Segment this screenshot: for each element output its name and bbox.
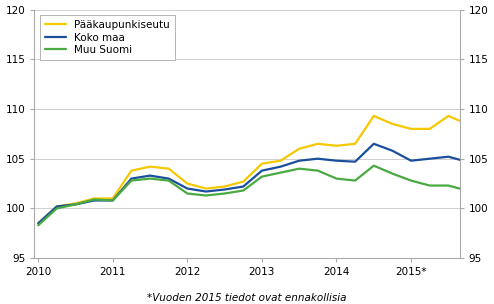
Muu Suomi (371, 164, 377, 168)
Pääkaupunkiseutu (427, 127, 433, 131)
Muu Suomi (464, 189, 470, 192)
Koko maa (446, 155, 452, 159)
Koko maa (54, 205, 60, 208)
Legend: Pääkaupunkiseutu, Koko maa, Muu Suomi: Pääkaupunkiseutu, Koko maa, Muu Suomi (40, 15, 175, 60)
Koko maa (296, 159, 302, 163)
Pääkaupunkiseutu (408, 127, 414, 131)
Muu Suomi (222, 192, 228, 195)
Koko maa (259, 169, 265, 172)
Pääkaupunkiseutu (240, 180, 246, 183)
Pääkaupunkiseutu (483, 130, 489, 134)
Muu Suomi (73, 203, 79, 206)
Pääkaupunkiseutu (278, 159, 284, 163)
Koko maa (371, 142, 377, 146)
Pääkaupunkiseutu (296, 147, 302, 150)
Pääkaupunkiseutu (315, 142, 321, 146)
Pääkaupunkiseutu (389, 122, 395, 126)
Koko maa (352, 160, 358, 164)
Koko maa (128, 177, 134, 180)
Koko maa (408, 159, 414, 163)
Koko maa (91, 199, 97, 202)
Koko maa (464, 160, 470, 164)
Pääkaupunkiseutu (222, 185, 228, 188)
Koko maa (389, 149, 395, 153)
Pääkaupunkiseutu (110, 197, 116, 200)
Text: *Vuoden 2015 tiedot ovat ennakollisia: *Vuoden 2015 tiedot ovat ennakollisia (147, 293, 347, 303)
Koko maa (165, 177, 171, 180)
Pääkaupunkiseutu (371, 114, 377, 118)
Muu Suomi (259, 175, 265, 178)
Muu Suomi (91, 198, 97, 201)
Muu Suomi (203, 194, 209, 197)
Muu Suomi (147, 177, 153, 180)
Line: Koko maa: Koko maa (38, 144, 494, 223)
Muu Suomi (128, 179, 134, 182)
Pääkaupunkiseutu (54, 205, 60, 208)
Koko maa (35, 222, 41, 225)
Muu Suomi (483, 188, 489, 191)
Muu Suomi (446, 184, 452, 187)
Koko maa (73, 203, 79, 206)
Line: Muu Suomi: Muu Suomi (38, 166, 494, 225)
Koko maa (147, 174, 153, 178)
Line: Pääkaupunkiseutu: Pääkaupunkiseutu (38, 116, 494, 223)
Pääkaupunkiseutu (128, 169, 134, 172)
Pääkaupunkiseutu (446, 114, 452, 118)
Muu Suomi (35, 223, 41, 227)
Koko maa (222, 188, 228, 191)
Muu Suomi (296, 167, 302, 171)
Koko maa (110, 199, 116, 202)
Pääkaupunkiseutu (203, 187, 209, 190)
Muu Suomi (427, 184, 433, 187)
Pääkaupunkiseutu (259, 162, 265, 165)
Koko maa (184, 187, 190, 190)
Koko maa (427, 157, 433, 161)
Pääkaupunkiseutu (165, 167, 171, 171)
Pääkaupunkiseutu (73, 202, 79, 205)
Muu Suomi (278, 171, 284, 174)
Koko maa (240, 185, 246, 188)
Pääkaupunkiseutu (464, 122, 470, 126)
Pääkaupunkiseutu (184, 182, 190, 185)
Pääkaupunkiseutu (91, 197, 97, 200)
Koko maa (315, 157, 321, 161)
Muu Suomi (165, 179, 171, 182)
Pääkaupunkiseutu (147, 165, 153, 168)
Muu Suomi (184, 192, 190, 195)
Muu Suomi (352, 179, 358, 182)
Koko maa (278, 165, 284, 168)
Muu Suomi (54, 207, 60, 210)
Koko maa (203, 190, 209, 193)
Muu Suomi (333, 177, 339, 180)
Koko maa (333, 159, 339, 163)
Muu Suomi (389, 172, 395, 175)
Muu Suomi (315, 169, 321, 172)
Muu Suomi (240, 189, 246, 192)
Koko maa (483, 159, 489, 163)
Pääkaupunkiseutu (352, 142, 358, 146)
Muu Suomi (110, 199, 116, 202)
Pääkaupunkiseutu (35, 222, 41, 225)
Muu Suomi (408, 179, 414, 182)
Pääkaupunkiseutu (333, 144, 339, 148)
